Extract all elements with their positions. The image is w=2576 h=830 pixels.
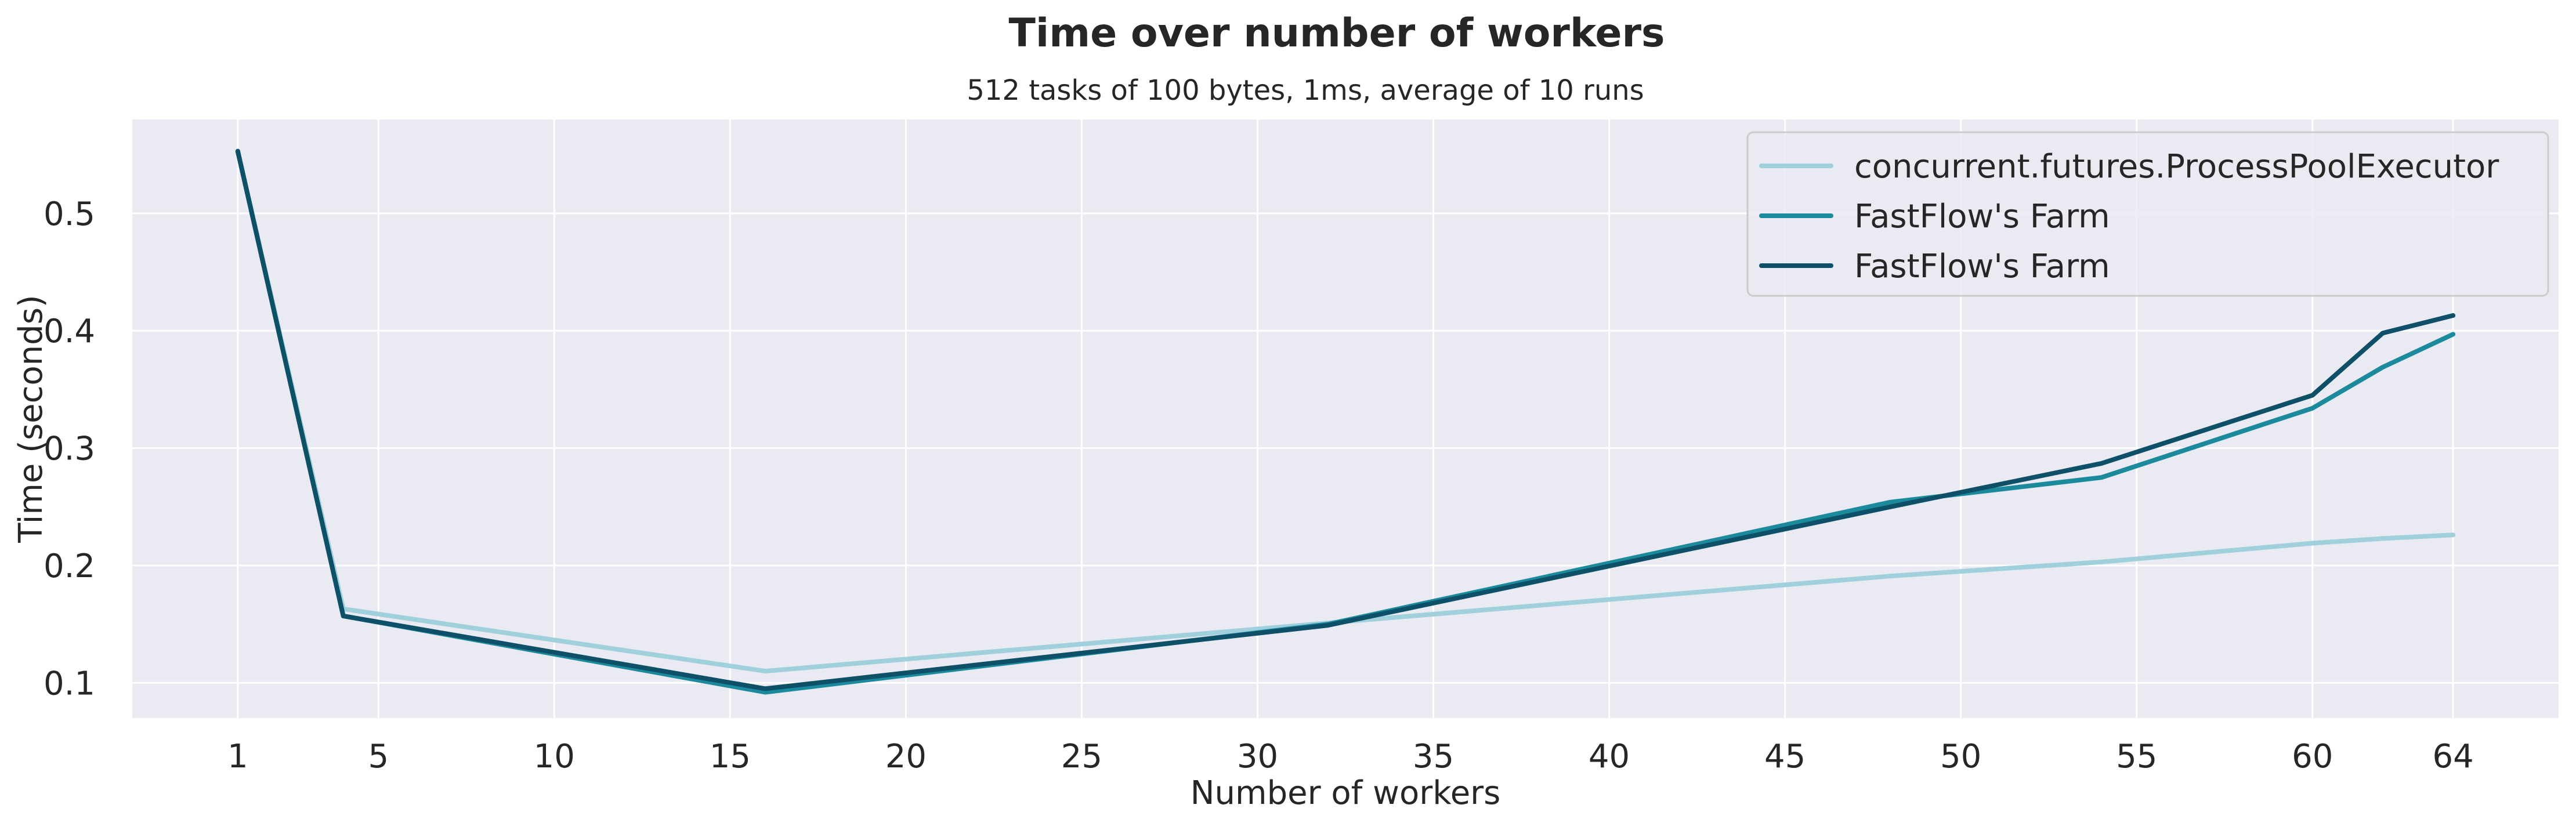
legend-label-3: FastFlow's Farm	[1854, 248, 2110, 285]
y-tick-label: 0.2	[44, 548, 95, 585]
x-axis-label: Number of workers	[1191, 774, 1501, 812]
y-tick-label: 0.5	[44, 195, 95, 233]
x-tick-label: 60	[2292, 738, 2333, 775]
legend-label-2: FastFlow's Farm	[1854, 198, 2110, 235]
chart-title: Time over number of workers	[1009, 10, 1665, 56]
x-tick-label: 50	[1940, 738, 1981, 775]
y-tick-label: 0.1	[44, 665, 95, 702]
series-line-3	[235, 148, 2456, 691]
legend-items: concurrent.futures.ProcessPoolExecutor Fa…	[1759, 148, 2499, 285]
series-line-1	[235, 148, 2456, 674]
y-tick-label: 0.4	[44, 313, 95, 350]
y-axis-label: Time (seconds)	[12, 295, 50, 543]
legend-box	[1746, 131, 2549, 297]
x-tick-label: 15	[710, 738, 751, 775]
x-tick-labels: 1 5 10 15 20 25 30 35 40 45 50 55 60 64	[227, 738, 2474, 775]
x-tick-label: 35	[1413, 738, 1454, 775]
legend: concurrent.futures.ProcessPoolExecutor Fa…	[1746, 131, 2549, 297]
x-tick-label: 5	[368, 738, 389, 775]
x-tick-label: 25	[1061, 738, 1102, 775]
chart-subtitle: 512 tasks of 100 bytes, 1ms, average of …	[967, 74, 1644, 107]
x-tick-label: 55	[2116, 738, 2157, 775]
legend-label-1: concurrent.futures.ProcessPoolExecutor	[1854, 148, 2499, 186]
x-tick-label: 10	[534, 738, 575, 775]
y-tick-labels: 0.1 0.2 0.3 0.4 0.5	[44, 195, 95, 702]
x-tick-label: 45	[1764, 738, 1806, 775]
x-tick-label: 30	[1237, 738, 1278, 775]
x-tick-label: 1	[227, 738, 248, 775]
x-tick-label: 20	[885, 738, 927, 775]
series-lines	[235, 148, 2456, 695]
y-tick-label: 0.3	[44, 430, 95, 468]
x-tick-label: 64	[2433, 738, 2474, 775]
x-tick-label: 40	[1589, 738, 1630, 775]
